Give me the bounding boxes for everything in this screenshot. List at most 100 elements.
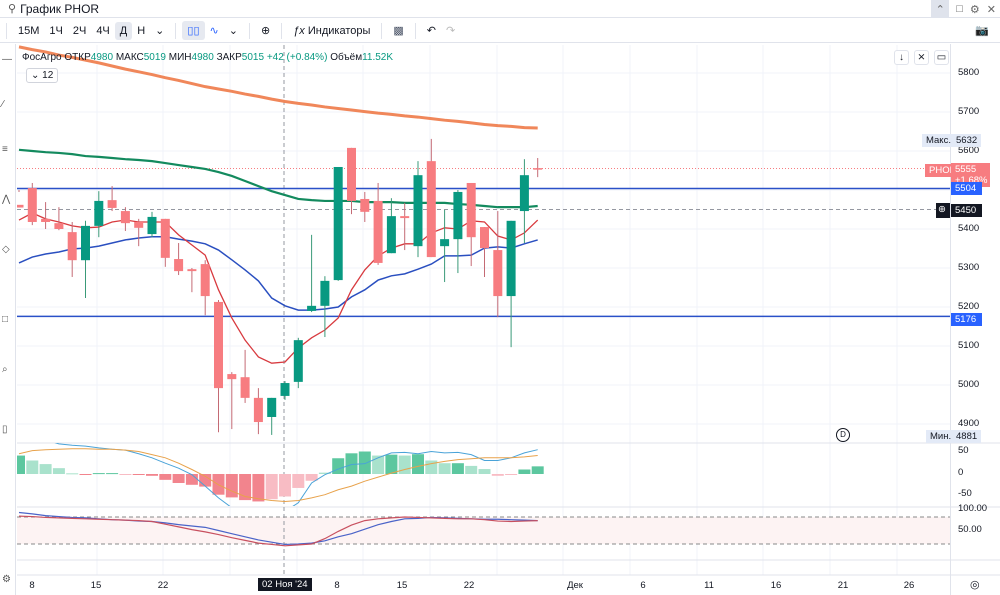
collapse-icon[interactable]: ⨯ (914, 50, 929, 65)
price-tick: 5300 (958, 262, 980, 273)
redo-icon[interactable]: ↷ (446, 25, 456, 37)
dividend-marker-icon[interactable]: D (836, 428, 850, 442)
interval-week[interactable]: Н (137, 24, 146, 37)
candle-body[interactable] (200, 264, 210, 297)
fullscreen-icon[interactable]: ▭ (934, 50, 949, 65)
interval-day[interactable]: Д (114, 21, 133, 40)
high-label: МАКС (115, 52, 144, 63)
camera-icon[interactable]: 📷 (975, 25, 989, 37)
price-tick: 5400 (958, 223, 980, 234)
candle-body[interactable] (480, 227, 489, 249)
price-axis[interactable] (950, 44, 951, 595)
macd-histogram-bar (398, 455, 411, 474)
candle-body[interactable] (400, 216, 410, 219)
candle-body[interactable] (187, 269, 197, 272)
chevron-down-icon[interactable]: ⌄ (228, 25, 238, 37)
candle-body[interactable] (320, 280, 330, 306)
candle-body[interactable] (160, 218, 170, 258)
interval-1h[interactable]: 1Ч (49, 24, 63, 37)
candle-body[interactable] (533, 168, 543, 170)
trash-icon[interactable]: ▯ (2, 424, 8, 435)
candle-body[interactable] (360, 198, 370, 212)
indicators-button[interactable]: ƒx Индикаторы (288, 22, 375, 40)
min-value: 4881 (952, 430, 982, 443)
time-tick: Дек (567, 580, 583, 591)
candle-body[interactable] (333, 166, 343, 281)
candles-icon[interactable]: ▯▯ (182, 21, 205, 40)
candle-body[interactable] (506, 220, 516, 297)
line-chart-icon[interactable]: ∿ (209, 25, 219, 37)
candle-body[interactable] (373, 200, 383, 263)
indicators-collapse-button[interactable]: ⌄ 12 (26, 68, 59, 83)
crosshair-tool-icon[interactable]: — (2, 54, 12, 65)
interval-15m[interactable]: 15М (18, 24, 40, 37)
pattern-tool-icon[interactable]: ⋀ (2, 194, 11, 205)
open-label: ОТКР (64, 52, 91, 63)
time-tick: 15 (90, 580, 102, 591)
layouts-icon[interactable]: ▩ (393, 25, 404, 37)
candle-body[interactable] (280, 383, 290, 396)
candle-body[interactable] (94, 200, 104, 226)
interval-4h[interactable]: 4Ч (96, 24, 110, 37)
candle-body[interactable] (413, 175, 423, 247)
candle-body[interactable] (519, 175, 529, 212)
macd-histogram-bar (412, 454, 424, 474)
candle-body[interactable] (453, 191, 463, 240)
candle-body[interactable] (426, 161, 436, 258)
measure-tool-icon[interactable]: □ (2, 314, 9, 325)
hline-5504-tag[interactable]: 5504 (951, 182, 982, 195)
candle-body[interactable] (214, 301, 223, 389)
candle-body[interactable] (347, 147, 356, 201)
hline-5176-tag[interactable]: 5176 (951, 313, 982, 326)
close-icon[interactable]: ✕ (986, 3, 996, 16)
candle-body[interactable] (440, 239, 450, 247)
candle-body[interactable] (54, 223, 64, 229)
macd-histogram-bar (119, 474, 132, 475)
candle-body[interactable] (107, 200, 117, 208)
time-axis-settings-icon[interactable]: ◎ (970, 579, 980, 591)
scroll-down-icon[interactable]: ↓ (894, 50, 909, 65)
search-icon[interactable]: ⚲ (8, 3, 17, 15)
undo-icon[interactable]: ↶ (426, 25, 436, 37)
macd-histogram-bar (159, 474, 172, 480)
candle-body[interactable] (120, 211, 130, 224)
candle-body[interactable] (147, 216, 157, 235)
candle-body[interactable] (307, 305, 317, 311)
macd-line (54, 443, 538, 506)
candle-body[interactable] (174, 259, 184, 272)
compare-add-icon[interactable]: ⊕ (260, 25, 271, 37)
time-tick: 8 (29, 580, 35, 591)
price-tick: 4900 (958, 418, 980, 429)
candle-body[interactable] (253, 397, 263, 423)
zoom-tool-icon[interactable]: ⌕ (2, 364, 8, 375)
macd-histogram-bar (146, 474, 158, 476)
settings-icon[interactable]: ⚙ (2, 574, 11, 585)
gear-icon[interactable]: ⚙ (969, 3, 980, 16)
candle-body[interactable] (240, 377, 250, 398)
candle-body[interactable] (293, 340, 303, 382)
fib-tool-icon[interactable]: ≡ (2, 144, 8, 155)
candle-body[interactable] (386, 216, 396, 254)
macd-histogram-bar (332, 458, 345, 474)
candle-body[interactable] (81, 225, 90, 261)
candle-body[interactable] (67, 232, 77, 261)
interval-2h[interactable]: 2Ч (72, 24, 87, 37)
maximize-icon[interactable]: □ (956, 3, 963, 15)
macd-histogram-bar (358, 451, 371, 474)
candle-body[interactable] (27, 188, 37, 222)
trendline-tool-icon[interactable]: ∕ (2, 99, 4, 110)
candle-body[interactable] (493, 250, 503, 297)
candle-body[interactable] (227, 374, 237, 380)
osc-band (17, 517, 950, 544)
candle-body[interactable] (267, 397, 277, 417)
candle-body[interactable] (134, 221, 144, 228)
candle-body[interactable] (15, 204, 24, 208)
brush-tool-icon[interactable]: ◇ (2, 244, 10, 255)
macd-histogram-bar (92, 473, 105, 475)
add-alert-plus-icon[interactable]: ⊕ (936, 203, 950, 218)
candle-body[interactable] (466, 182, 476, 238)
candle-body[interactable] (41, 218, 51, 222)
chevron-down-icon[interactable]: ⌄ (155, 25, 165, 37)
chevron-up-icon[interactable]: ⌃ (931, 0, 950, 18)
